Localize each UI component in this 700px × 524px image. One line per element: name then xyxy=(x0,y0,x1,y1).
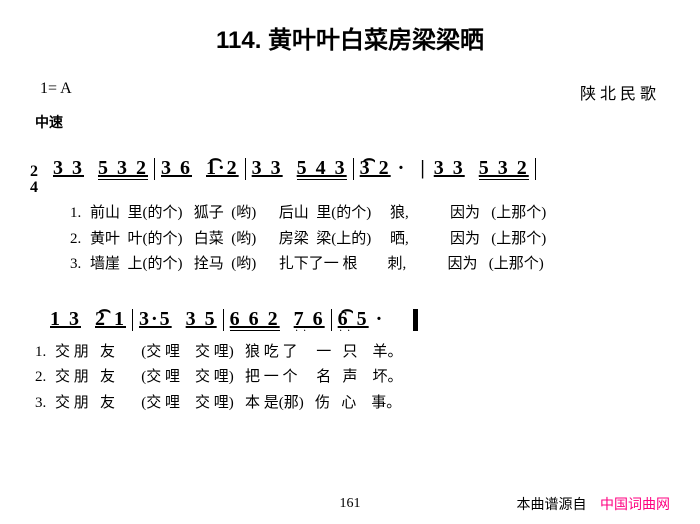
header-row: 1= A 陕北民歌 xyxy=(30,80,670,104)
music-line-1: 2 4 3 3 5 3 23 6 ⌢1·23 3 5 4 3⌢3 2 · | 3… xyxy=(30,152,670,196)
source-attribution: 本曲谱源自 中国词曲网 xyxy=(517,494,671,514)
song-title: 114. 黄叶叶白菜房梁梁晒 xyxy=(30,20,670,55)
page-number: 161 xyxy=(340,496,361,512)
lyrics-block-2: 1.交 朋 友 (交 哩 交 哩) 狼 吃 了 一 只 羊。2.交 朋 友 (交… xyxy=(35,340,670,417)
footer: 161 本曲谱源自 中国词曲网 xyxy=(30,494,670,514)
source-link: 中国词曲网 xyxy=(600,498,670,513)
song-origin: 陕北民歌 xyxy=(580,80,660,104)
notation-row-1: 3 3 5 3 23 6 ⌢1·23 3 5 4 3⌢3 2 · | 3 3 5… xyxy=(53,152,542,184)
music-line-2: 1 3 ⌢2 13·5 3 56 6 2 7 6. .⌢6 5. . · xyxy=(30,303,670,335)
key-signature: 1= A xyxy=(40,80,72,104)
notation-row-2: 1 3 ⌢2 13·5 3 56 6 2 7 6. .⌢6 5. . · xyxy=(50,303,418,335)
time-signature: 2 4 xyxy=(30,164,38,196)
lyric-line: 1.前山 里(的个) 狐子 (哟) 后山 里(的个) 狼, 因为 (上那个) xyxy=(70,201,670,227)
lyric-line: 3.墙崖 上(的个) 拴马 (哟) 扎下了一 根 刺, 因为 (上那个) xyxy=(70,252,670,278)
source-label: 本曲谱源自 xyxy=(517,498,587,513)
lyric-line: 2.黄叶 叶(的个) 白菜 (哟) 房梁 梁(上的) 晒, 因为 (上那个) xyxy=(70,227,670,253)
lyric-line: 1.交 朋 友 (交 哩 交 哩) 狼 吃 了 一 只 羊。 xyxy=(35,340,670,366)
lyrics-block-1: 1.前山 里(的个) 狐子 (哟) 后山 里(的个) 狼, 因为 (上那个)2.… xyxy=(70,201,670,278)
tempo-marking: 中速 xyxy=(35,112,670,132)
lyric-line: 3.交 朋 友 (交 哩 交 哩) 本 是(那) 伤 心 事。 xyxy=(35,391,670,417)
lyric-line: 2.交 朋 友 (交 哩 交 哩) 把 一 个 名 声 坏。 xyxy=(35,365,670,391)
